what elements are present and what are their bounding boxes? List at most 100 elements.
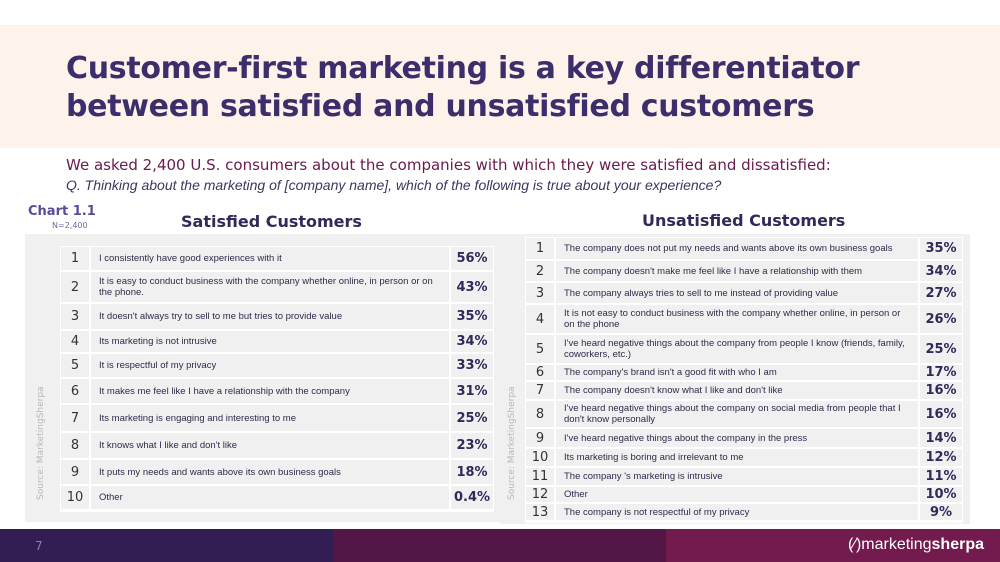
row-statement: Its marketing is boring and irrelevant t… [564, 452, 744, 463]
row-number: 2 [526, 261, 556, 281]
row-number: 10 [61, 486, 91, 509]
source-note: Source: MarketingSherpa [36, 386, 46, 500]
row-percentage: 25% [918, 335, 962, 363]
chart-label: Chart 1.1 [28, 204, 96, 219]
row-percentage: 26% [918, 305, 962, 333]
row-number: 2 [61, 272, 91, 302]
row-percentage: 0.4% [449, 486, 493, 509]
row-statement: Other [564, 489, 588, 500]
row-statement: Its marketing is not intrusive [99, 336, 217, 347]
row-statement: I've heard negative things about the com… [564, 338, 905, 360]
row-number: 4 [526, 305, 556, 333]
table-row: 2 The company doesn't make me feel like I… [526, 261, 962, 283]
row-number: 1 [526, 238, 556, 259]
table-row: 2 It is easy to conduct business with the… [61, 272, 493, 304]
survey-question: Q. Thinking about the marketing of [comp… [66, 177, 722, 193]
row-percentage: 31% [449, 379, 493, 403]
source-note: Source: MarketingSherpa [507, 386, 517, 500]
row-percentage: 23% [449, 433, 493, 458]
table-row: 3 The company always tries to sell to me … [526, 283, 962, 305]
unsatisfied-table: 1 The company does not put my needs and w… [525, 237, 963, 523]
table-row: 7 The company doesn't know what I like an… [526, 382, 962, 401]
row-number: 10 [526, 449, 556, 466]
table-row: 1 I consistently have good experiences wi… [61, 247, 493, 272]
row-statement: It makes me feel like I have a relations… [99, 385, 350, 397]
logo-text-light: marketing [861, 536, 932, 553]
row-number: 5 [61, 354, 91, 377]
row-percentage: 16% [918, 382, 962, 399]
table-row: 5 It is respectful of my privacy 33% [61, 354, 493, 379]
row-percentage: 9% [918, 504, 962, 520]
row-percentage: 43% [449, 272, 493, 302]
row-percentage: 27% [918, 283, 962, 303]
page-number: 7 [35, 539, 43, 553]
row-statement: I consistently have good experiences wit… [99, 253, 282, 264]
row-statement: It puts my needs and wants above its own… [99, 466, 341, 478]
row-statement: It knows what I like and don't like [99, 440, 238, 451]
row-number: 12 [526, 487, 556, 502]
table-row: 5 I've heard negative things about the co… [526, 335, 962, 365]
footer-band [0, 529, 333, 562]
row-number: 8 [61, 433, 91, 458]
row-percentage: 35% [918, 238, 962, 259]
row-statement: It is easy to conduct business with the … [99, 276, 433, 298]
row-number: 7 [526, 382, 556, 399]
table-row: 6 It makes me feel like I have a relation… [61, 379, 493, 405]
row-statement: Other [99, 492, 123, 503]
row-percentage: 34% [449, 331, 493, 352]
row-percentage: 14% [918, 429, 962, 447]
satisfied-table: 1 I consistently have good experiences wi… [60, 246, 494, 512]
table-row: 4 Its marketing is not intrusive 34% [61, 331, 493, 354]
table-row: 11 The company 's marketing is intrusive 1… [526, 468, 962, 487]
table-row: 3 It doesn't always try to sell to me but… [61, 304, 493, 331]
row-number: 9 [526, 429, 556, 447]
row-number: 6 [61, 379, 91, 403]
row-percentage: 18% [449, 460, 493, 484]
row-percentage: 12% [918, 449, 962, 466]
row-statement: It doesn't always try to sell to me but … [99, 311, 343, 322]
row-statement: The company's brand isn't a good fit wit… [564, 367, 777, 378]
row-statement: The company doesn't know what I like and… [564, 385, 783, 396]
row-percentage: 35% [449, 304, 493, 329]
row-number: 8 [526, 401, 556, 427]
title-banner [0, 25, 1000, 148]
table-row: 13 The company is not respectful of my pr… [526, 504, 962, 522]
sample-size: N=2,400 [52, 221, 88, 230]
row-number: 3 [526, 283, 556, 303]
subtitle: We asked 2,400 U.S. consumers about the … [66, 156, 831, 174]
row-statement: The company 's marketing is intrusive [564, 471, 723, 482]
satisfied-heading: Satisfied Customers [181, 212, 362, 231]
row-number: 11 [526, 468, 556, 485]
row-number: 7 [61, 405, 91, 431]
row-number: 5 [526, 335, 556, 363]
footer-band [666, 529, 1000, 562]
title-line-1: Customer-first marketing is a key differ… [66, 51, 860, 86]
row-percentage: 16% [918, 401, 962, 427]
row-statement: The company is not respectful of my priv… [564, 506, 750, 518]
row-percentage: 11% [918, 468, 962, 485]
row-number: 3 [61, 304, 91, 329]
table-row: 10 Other 0.4% [61, 486, 493, 511]
page-title: Customer-first marketing is a key differ… [66, 50, 859, 126]
table-row: 4 It is not easy to conduct business with… [526, 305, 962, 335]
table-row: 8 It knows what I like and don't like 23% [61, 433, 493, 460]
table-row: 8 I've heard negative things about the co… [526, 401, 962, 429]
table-row: 1 The company does not put my needs and w… [526, 238, 962, 261]
row-statement: The company does not put my needs and wa… [564, 243, 893, 254]
footer-band [333, 529, 666, 562]
row-percentage: 25% [449, 405, 493, 431]
marketingsherpa-logo: (∕)marketingsherpa [848, 536, 984, 554]
row-number: 4 [61, 331, 91, 352]
logo-icon: (∕) [847, 536, 862, 553]
row-number: 6 [526, 365, 556, 380]
row-statement: The company doesn't make me feel like I … [564, 265, 863, 277]
table-row: 9 I've heard negative things about the co… [526, 429, 962, 449]
table-row: 7 Its marketing is engaging and interesti… [61, 405, 493, 433]
logo-text-bold: sherpa [931, 536, 984, 553]
row-percentage: 56% [449, 247, 493, 270]
table-row: 12 Other 10% [526, 487, 962, 504]
row-statement: The company always tries to sell to me i… [564, 287, 839, 299]
row-number: 1 [61, 247, 91, 270]
row-statement: I've heard negative things about the com… [564, 432, 808, 444]
row-percentage: 17% [918, 365, 962, 380]
